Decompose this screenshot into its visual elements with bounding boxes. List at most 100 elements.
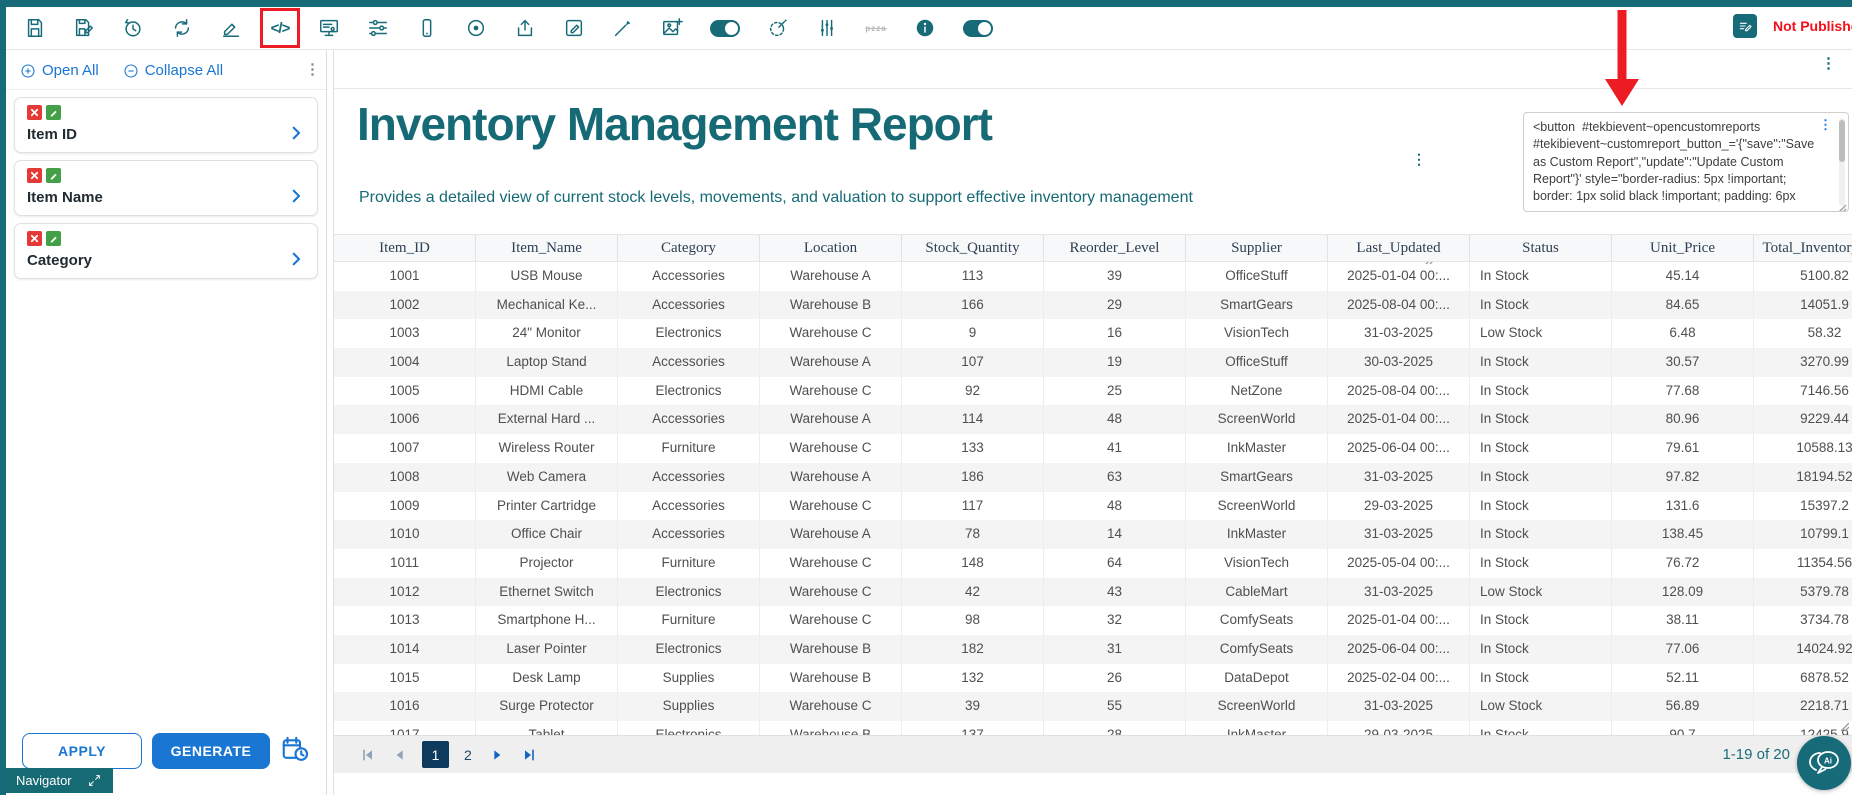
column-header[interactable]: Supplier <box>1186 235 1328 261</box>
display-settings-icon[interactable] <box>318 17 340 39</box>
table-cell: 11354.56 <box>1754 549 1852 578</box>
chevron-right-icon[interactable] <box>287 250 305 273</box>
delete-icon[interactable] <box>27 105 42 120</box>
last-page-icon[interactable] <box>519 745 539 765</box>
code-resize-handle[interactable] <box>1836 200 1846 210</box>
code-box-menu-icon[interactable]: ⋮ <box>1819 117 1832 133</box>
table-cell: OfficeStuff <box>1186 348 1328 377</box>
table-cell: 6878.52 <box>1754 664 1852 693</box>
toggle-on-icon-2[interactable] <box>963 20 993 37</box>
column-header[interactable]: Reorder_Level <box>1044 235 1186 261</box>
open-all-button[interactable]: Open All <box>20 62 99 79</box>
filters-icon[interactable] <box>367 17 389 39</box>
save-icon[interactable] <box>24 17 46 39</box>
table-cell: Office Chair <box>476 520 618 549</box>
title-widget-menu-icon[interactable]: ⋮ <box>1412 151 1426 168</box>
info-icon[interactable] <box>914 17 936 39</box>
visibility-icon[interactable] <box>465 17 487 39</box>
save-as-icon[interactable] <box>73 17 95 39</box>
refresh-icon[interactable] <box>171 17 193 39</box>
add-image-icon[interactable] <box>661 17 683 39</box>
table-cell: 1004 <box>334 348 476 377</box>
table-cell: USB Mouse <box>476 262 618 291</box>
column-header[interactable]: Item_ID <box>334 235 476 261</box>
table-cell: 32 <box>1044 606 1186 635</box>
next-page-icon[interactable] <box>487 745 507 765</box>
table-row: 1007 Wireless Router Furniture Warehouse… <box>334 434 1852 463</box>
column-header[interactable]: Item_Name <box>476 235 618 261</box>
column-header[interactable]: Category <box>618 235 760 261</box>
table-cell: Electronics <box>618 578 760 607</box>
page-1-button[interactable]: 1 <box>422 741 449 768</box>
table-cell: DataDepot <box>1186 664 1328 693</box>
code-scrollbar-thumb[interactable] <box>1839 120 1845 162</box>
lasso-pen-icon[interactable] <box>767 17 789 39</box>
table-cell: ScreenWorld <box>1186 692 1328 721</box>
edit-icon[interactable] <box>220 17 242 39</box>
column-header[interactable]: Last_Updated <box>1328 235 1470 261</box>
faded-tool-icon[interactable]: pzza <box>865 17 887 39</box>
toggle-on-icon[interactable] <box>710 20 740 37</box>
table-cell: Smartphone H... <box>476 606 618 635</box>
navigator-badge[interactable]: Navigator <box>6 768 113 793</box>
table-cell: Supplies <box>618 692 760 721</box>
schedule-icon[interactable] <box>280 734 310 769</box>
draft-edit-icon[interactable] <box>1733 14 1757 38</box>
table-cell: Warehouse C <box>760 578 902 607</box>
chevron-right-icon[interactable] <box>287 124 305 147</box>
first-page-icon[interactable] <box>358 745 378 765</box>
table-cell: 79.61 <box>1612 434 1754 463</box>
table-resize-handle[interactable] <box>1839 718 1849 728</box>
generate-button[interactable]: GENERATE <box>152 733 270 769</box>
table-cell: 52.11 <box>1612 664 1754 693</box>
history-icon[interactable] <box>122 17 144 39</box>
field-card-category[interactable]: Category <box>14 223 318 279</box>
table-cell: Web Camera <box>476 463 618 492</box>
delete-icon[interactable] <box>27 168 42 183</box>
canvas-menu-icon[interactable]: ⋮ <box>1821 54 1836 72</box>
pen-icon[interactable] <box>612 17 634 39</box>
table-cell: 56.89 <box>1612 692 1754 721</box>
open-all-label: Open All <box>42 62 99 79</box>
edit-pencil-icon[interactable] <box>46 231 61 246</box>
table-cell: In Stock <box>1470 262 1612 291</box>
table-cell: Warehouse A <box>760 520 902 549</box>
table-cell: 41 <box>1044 434 1186 463</box>
table-cell: 1007 <box>334 434 476 463</box>
page-2-button[interactable]: 2 <box>461 747 475 763</box>
column-header[interactable]: Stock_Quantity <box>902 235 1044 261</box>
field-card-item-id[interactable]: Item ID <box>14 97 318 153</box>
edit-pencil-icon[interactable] <box>46 105 61 120</box>
table-cell: 1017 <box>334 721 476 735</box>
table-row: 1005 HDMI Cable Electronics Warehouse C … <box>334 377 1852 406</box>
table-cell: In Stock <box>1470 664 1612 693</box>
minus-circle-icon <box>123 63 139 79</box>
code-icon[interactable]: </> <box>269 17 291 39</box>
mobile-icon[interactable] <box>416 17 438 39</box>
table-cell: Wireless Router <box>476 434 618 463</box>
edit-note-icon[interactable] <box>563 17 585 39</box>
edit-pencil-icon[interactable] <box>46 168 61 183</box>
equalizer-icon[interactable] <box>816 17 838 39</box>
plus-circle-icon <box>20 63 36 79</box>
column-header[interactable]: Unit_Price <box>1612 235 1754 261</box>
toggle-knob <box>725 22 738 35</box>
code-snippet-textarea[interactable]: <button #tekbievent~opencustomreports #t… <box>1533 119 1822 207</box>
collapse-all-button[interactable]: Collapse All <box>123 62 223 79</box>
chevron-right-icon[interactable] <box>287 187 305 210</box>
table-cell: 2025-01-04 00:... <box>1328 405 1470 434</box>
prev-page-icon[interactable] <box>390 745 410 765</box>
table-cell: 138.45 <box>1612 520 1754 549</box>
column-header[interactable]: Status <box>1470 235 1612 261</box>
ai-assistant-button[interactable]: Ai <box>1797 736 1851 790</box>
table-row: 1010 Office Chair Accessories Warehouse … <box>334 520 1852 549</box>
apply-button[interactable]: APPLY <box>22 733 142 769</box>
delete-icon[interactable] <box>27 231 42 246</box>
column-header[interactable]: Location <box>760 235 902 261</box>
field-card-item-name[interactable]: Item Name <box>14 160 318 216</box>
sidebar-menu-icon[interactable]: ⋮ <box>305 60 320 78</box>
export-icon[interactable] <box>514 17 536 39</box>
table-header-row: Item_ID Item_Name Category Location Stoc… <box>334 234 1852 262</box>
table-cell: OfficeStuff <box>1186 262 1328 291</box>
column-header[interactable]: Total_Inventory_V...⋮ <box>1754 235 1852 261</box>
